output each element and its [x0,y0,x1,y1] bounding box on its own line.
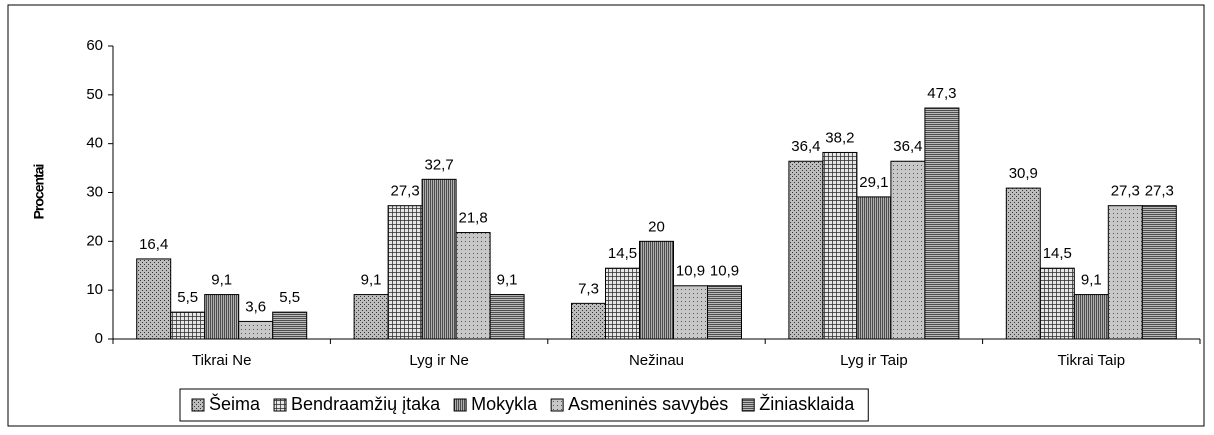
y-tick-label: 30 [86,183,103,200]
value-label: 27,3 [1111,183,1140,200]
value-label: 10,9 [676,263,705,280]
value-label: 20 [648,218,665,235]
value-label: 14,5 [608,245,637,262]
bar [238,320,274,340]
x-tick-label: Lyg ir Ne [409,352,468,369]
bar [788,160,824,340]
bar [707,285,742,340]
value-label: 36,4 [893,138,922,155]
y-tick-label: 20 [86,232,103,249]
bar [1039,267,1075,340]
legend-label: Šeima [209,393,261,414]
legend-swatch [453,398,467,412]
bar [353,294,389,340]
value-label: 47,3 [927,85,956,102]
bar [856,196,892,340]
value-label: 9,1 [1081,272,1102,289]
bar [571,302,606,340]
x-tick-label: Tikrai Taip [1058,352,1126,369]
value-label: 32,7 [424,156,453,173]
bar [1073,294,1109,340]
x-tick-label: Tikrai Ne [192,352,251,369]
y-tick-label: 0 [95,330,103,347]
value-label: 27,3 [1145,183,1174,200]
value-label: 14,5 [1043,245,1072,262]
value-label: 9,1 [497,272,518,289]
value-label: 5,5 [177,289,198,306]
value-label: 30,9 [1009,165,1038,182]
y-tick-label: 60 [86,37,103,54]
value-label: 3,6 [245,298,266,315]
y-axis-label: Procentai [31,164,47,219]
legend-label: Mokykla [471,394,538,414]
legend-swatch [273,398,287,412]
y-tick-label: 40 [86,135,103,152]
y-tick-label: 10 [86,281,103,298]
bar [1005,187,1041,340]
legend-label: Bendraamžių įtaka [291,394,441,414]
bar [673,285,708,340]
x-tick-label: Nežinau [629,352,684,369]
value-label: 36,4 [791,138,820,155]
bar [639,240,674,340]
value-label: 27,3 [390,183,419,200]
bar [272,311,308,340]
bar [1141,205,1177,340]
bar [924,107,960,340]
bar [387,205,423,340]
value-label: 9,1 [211,272,232,289]
bar [204,294,240,340]
legend-swatch [191,398,205,412]
bar [605,267,640,340]
bar [421,178,457,340]
bar [1107,205,1143,340]
value-label: 10,9 [710,263,739,280]
value-label: 9,1 [361,272,382,289]
bar [890,160,926,340]
chart-border [7,4,1205,427]
legend-label: Asmeninės savybės [568,394,728,414]
legend-swatch [550,398,564,412]
bar [489,294,525,340]
value-label: 7,3 [578,280,599,297]
bar [170,311,206,340]
value-label: 16,4 [139,236,168,253]
y-tick-label: 50 [86,86,103,103]
value-label: 29,1 [859,174,888,191]
legend-label: Žiniasklaida [759,394,855,414]
value-label: 38,2 [825,129,854,146]
bar [455,232,491,340]
value-label: 21,8 [458,210,487,227]
legend: Šeima Bendraamžių įtaka Mokykla Asmeninės s… [179,388,869,422]
x-tick-label: Lyg ir Taip [840,352,908,369]
legend-swatch [741,398,755,412]
bar [822,151,858,340]
bar [136,258,172,340]
value-label: 5,5 [279,289,300,306]
